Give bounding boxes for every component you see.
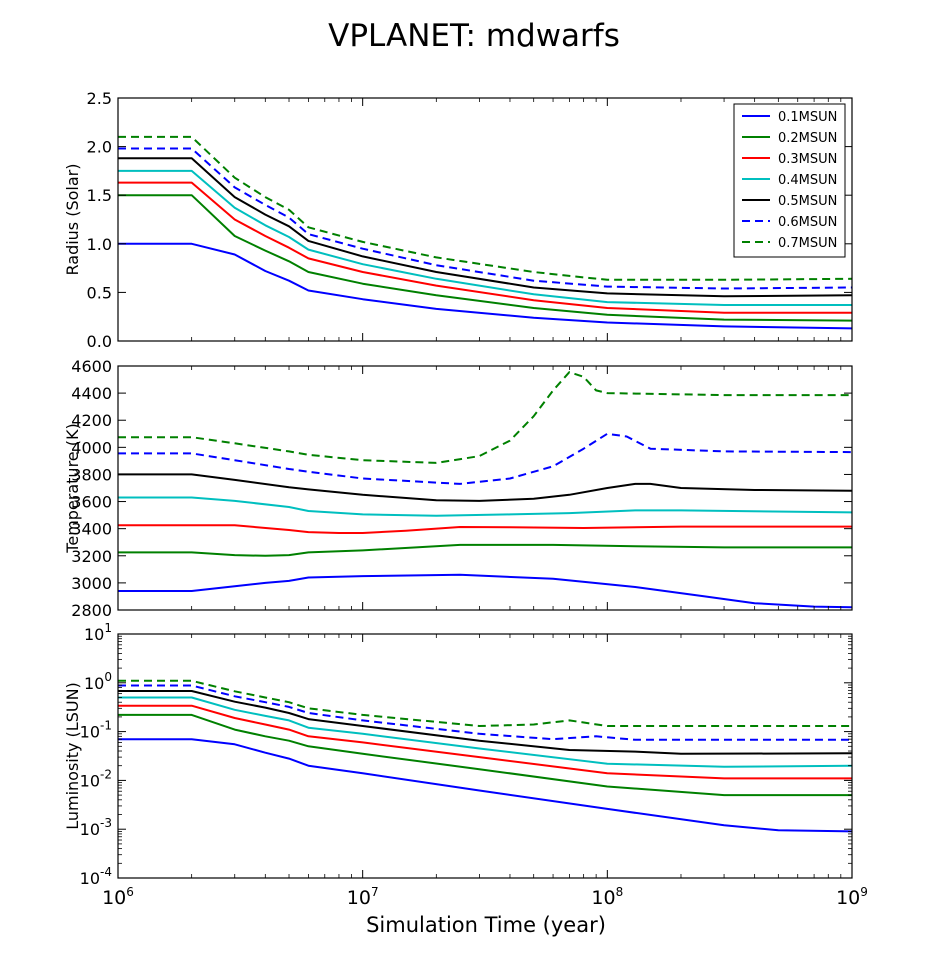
series-line-0-5msun: [118, 157, 852, 298]
chart-title: VPLANET: mdwarfs: [328, 18, 620, 54]
plot-frame: [117, 365, 853, 611]
series-line-0-4msun: [118, 696, 852, 768]
y-tick-label: 0.0: [87, 332, 112, 351]
legend-entry: 0.7MSUN: [778, 236, 837, 251]
plot-frame: [117, 97, 853, 342]
series-line-0-3msun: [118, 524, 852, 534]
y-axis-label: Radius (Solar): [63, 164, 82, 276]
y-tick-label: 3800: [71, 465, 112, 484]
y-tick-label: 10-2: [80, 767, 112, 790]
y-tick-label: 0.5: [87, 283, 112, 302]
y-axis-label: Luminosity (LSUN): [63, 682, 82, 830]
y-tick-label: 100: [84, 670, 112, 693]
plot-frame: [117, 633, 853, 879]
panel-2: 2800 3000 3200 3400 3600 3800 4000 4200 4400 4600…: [63, 357, 853, 620]
x-axis-label: Simulation Time (year): [366, 913, 606, 937]
series-line-0-1msun: [118, 242, 852, 330]
x-tick-label: 109: [836, 885, 868, 909]
y-tick-label: 1.0: [87, 235, 112, 254]
y-tick-label: 4600: [71, 357, 112, 376]
series-line-0-3msun: [118, 181, 852, 314]
legend-entry: 0.2MSUN: [778, 131, 837, 146]
y-tick-label: 101: [84, 621, 112, 644]
series-line-0-6msun: [118, 432, 852, 485]
y-tick-label: 3600: [71, 493, 112, 512]
legend: 0.1MSUN 0.2MSUN 0.3MSUN 0.4MSUN 0.5MSUN 0.6MS…: [733, 103, 846, 258]
series-line-0-7msun: [118, 371, 852, 464]
legend-entry: 0.1MSUN: [778, 110, 837, 125]
series-line-0-4msun: [118, 496, 852, 517]
y-tick-label: 4000: [71, 438, 112, 457]
series-group: [118, 135, 852, 330]
y-tick-label: 4400: [71, 384, 112, 403]
y-tick-label: 3200: [71, 547, 112, 566]
legend-frame: [733, 103, 846, 258]
x-tick-label: 106: [102, 885, 134, 909]
y-tick-label: 3000: [71, 574, 112, 593]
series-line-0-2msun: [118, 194, 852, 322]
y-tick-label: 1.5: [87, 186, 112, 205]
series-line-0-6msun: [118, 684, 852, 741]
y-tick-label: 3400: [71, 520, 112, 539]
legend-entry: 0.4MSUN: [778, 173, 837, 188]
series-line-0-7msun: [118, 679, 852, 727]
series-line-0-7msun: [118, 135, 852, 281]
series-line-0-2msun: [118, 713, 852, 797]
y-tick-label: 10-3: [80, 816, 112, 839]
series-line-0-1msun: [118, 573, 852, 609]
series-group: [118, 679, 852, 833]
series-line-0-5msun: [118, 473, 852, 502]
series-line-0-6msun: [118, 147, 852, 290]
series-group: [118, 371, 852, 609]
legend-entry: 0.3MSUN: [778, 152, 837, 167]
y-tick-label: 2800: [71, 601, 112, 620]
y-axis-label: Temperature (K): [63, 423, 82, 553]
series-line-0-5msun: [118, 690, 852, 755]
series-line-0-1msun: [118, 738, 852, 833]
series-line-0-2msun: [118, 543, 852, 557]
legend-entry: 0.6MSUN: [778, 215, 837, 230]
y-tick-label: 2.0: [87, 138, 112, 157]
panel-3: 10-4 10-3 10-2 10-1 100 101 106 107 108 109 Lumino…: [63, 621, 868, 909]
x-tick-label: 107: [347, 885, 379, 909]
x-tick-label: 108: [591, 885, 623, 909]
y-tick-label: 10-4: [80, 865, 112, 888]
y-tick-label: 2.5: [87, 89, 112, 108]
legend-entry: 0.5MSUN: [778, 194, 837, 209]
y-tick-label: 4200: [71, 411, 112, 430]
series-line-0-3msun: [118, 704, 852, 780]
series-line-0-4msun: [118, 169, 852, 306]
y-tick-label: 10-1: [80, 719, 112, 742]
